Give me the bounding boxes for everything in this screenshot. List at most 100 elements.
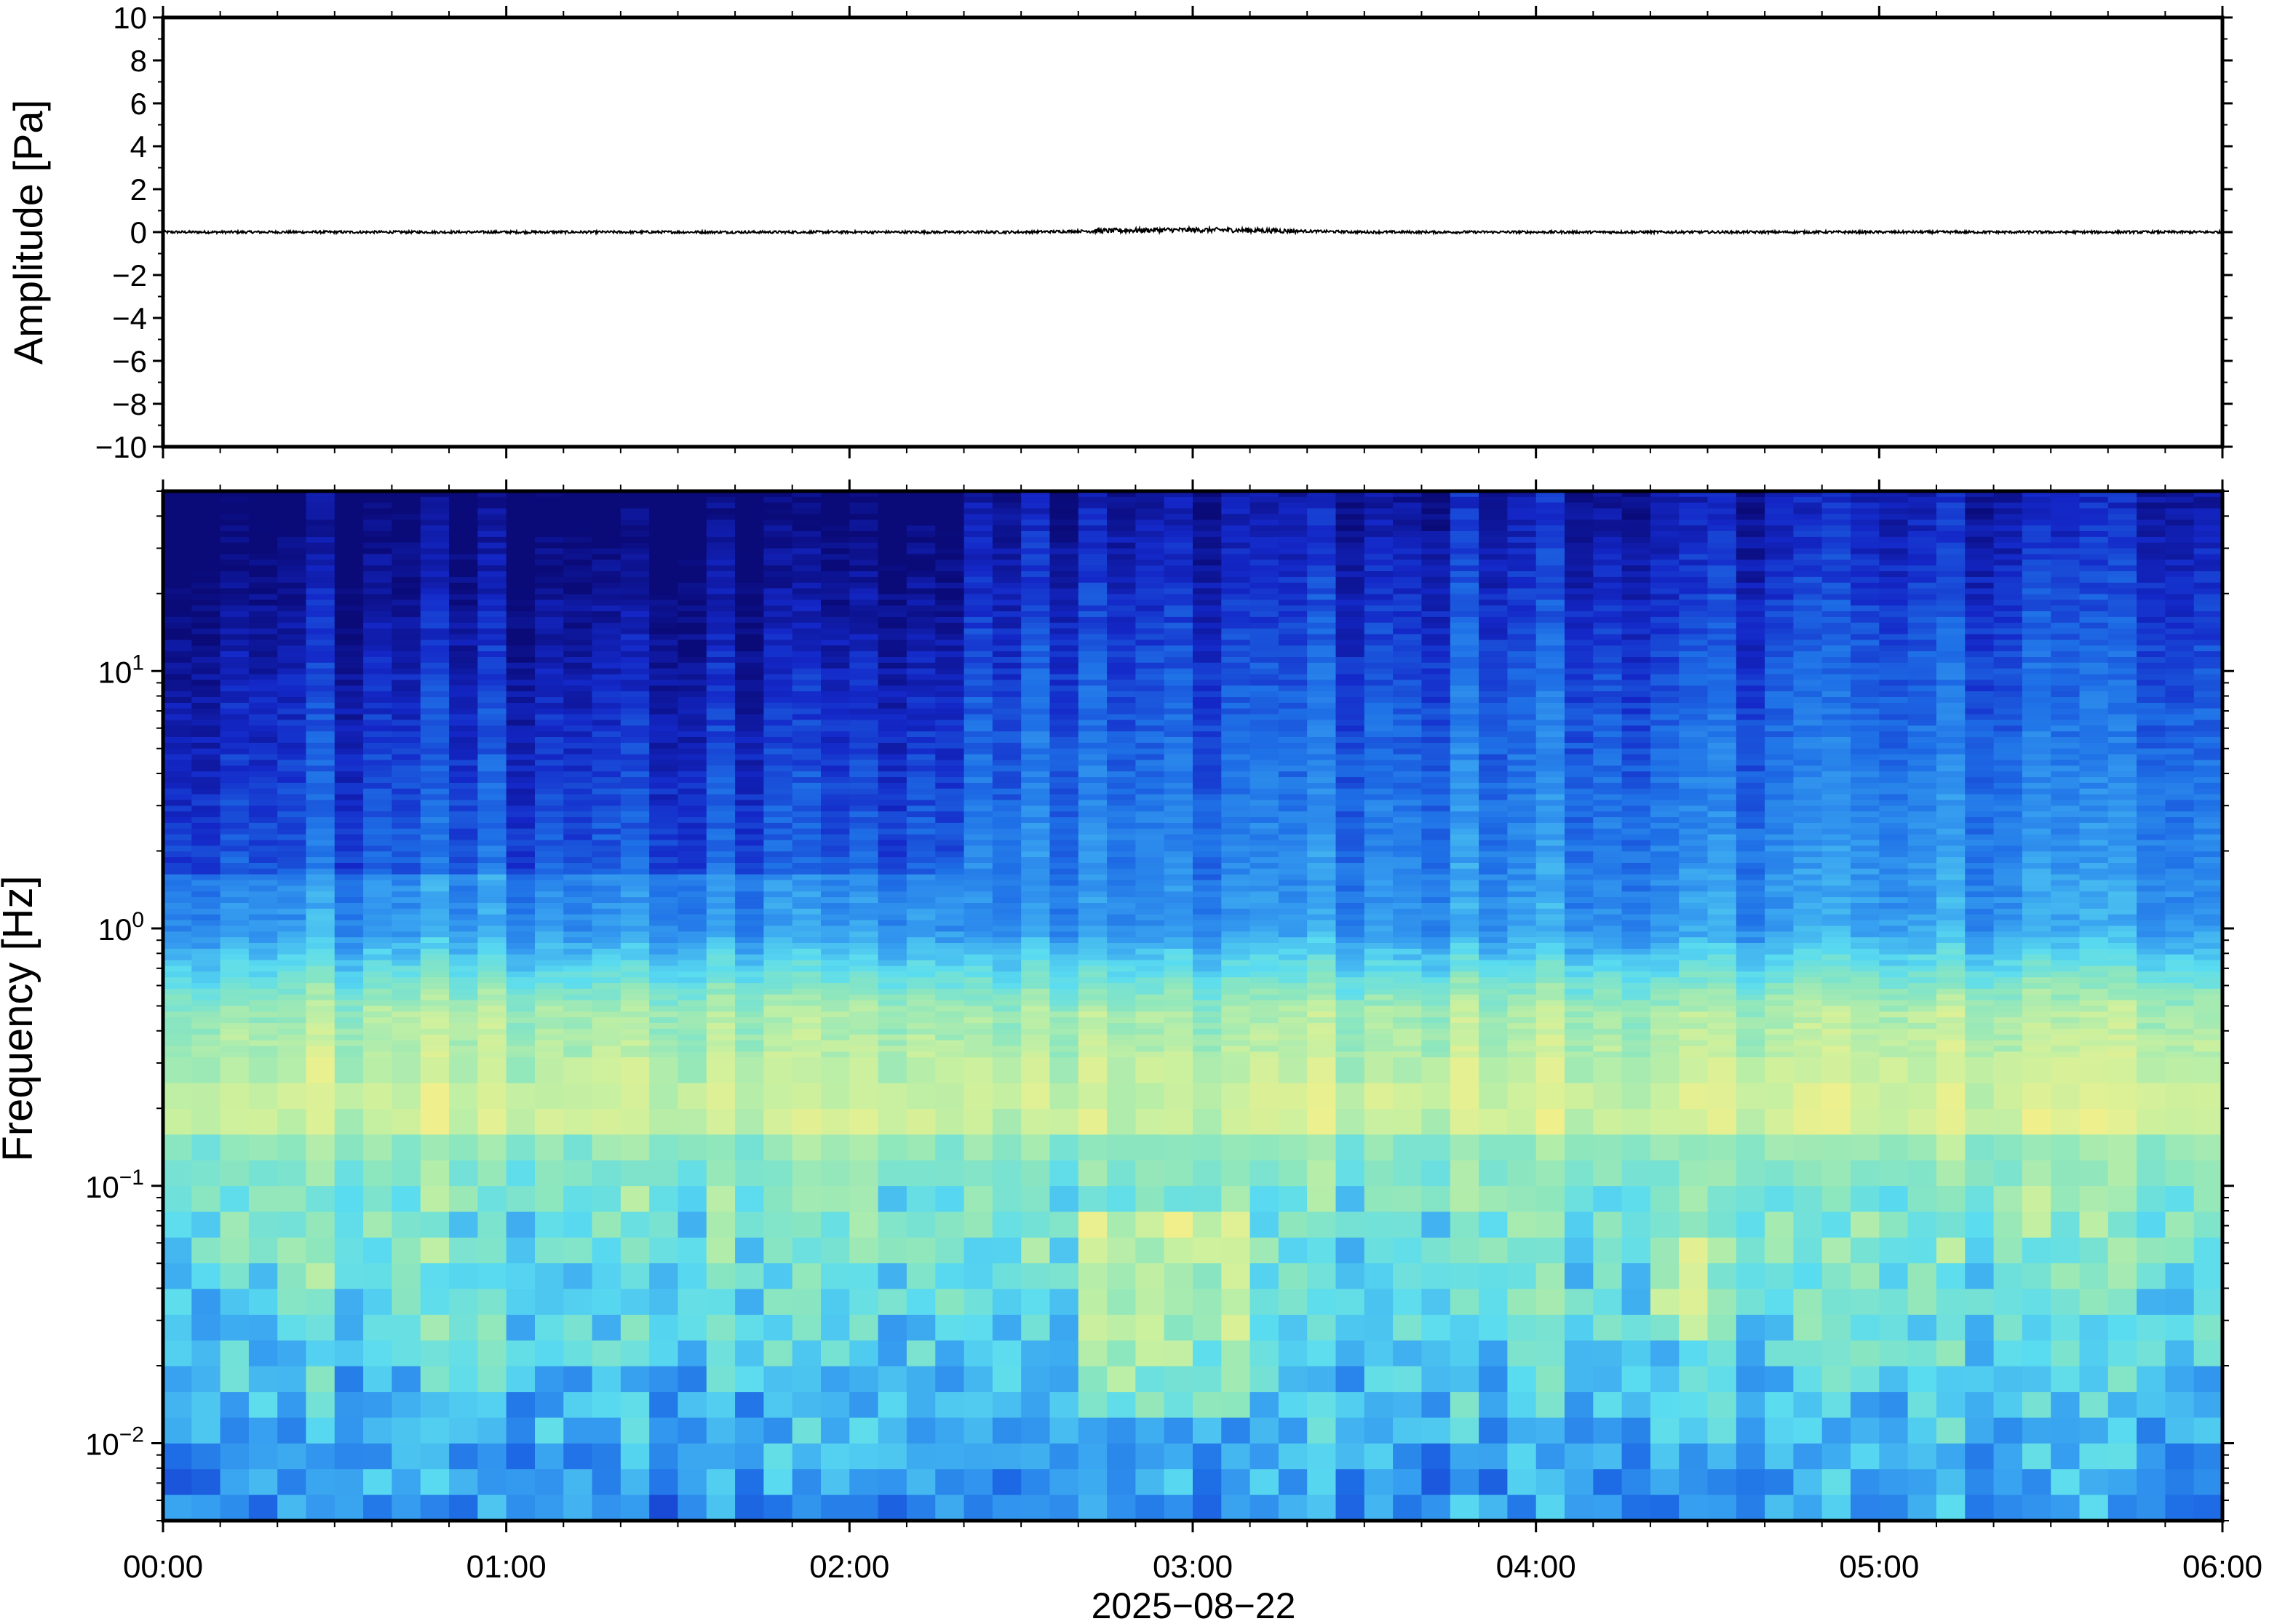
- spectrogram-cell: [620, 994, 650, 1001]
- spectrogram-cell: [392, 868, 421, 875]
- spectrogram-cell: [420, 760, 450, 767]
- spectrogram-cell: [1335, 588, 1365, 595]
- spectrogram-cell: [735, 1023, 765, 1030]
- spectrogram-cell: [477, 536, 507, 544]
- spectrogram-cell: [620, 800, 650, 807]
- spectrogram-cell: [1021, 560, 1051, 566]
- spectrogram-cell: [477, 645, 507, 652]
- spectrogram-cell: [191, 920, 221, 927]
- spectrogram-cell: [449, 542, 479, 549]
- spectrogram-cell: [506, 1134, 536, 1161]
- spectrogram-cell: [592, 531, 621, 538]
- spectrogram-cell: [992, 702, 1022, 709]
- spectrogram-cell: [535, 600, 565, 607]
- spectrogram-cell: [449, 508, 479, 515]
- spectrogram-cell: [1164, 1521, 1193, 1547]
- spectrogram-cell: [420, 1417, 450, 1444]
- spectrogram-cell: [1249, 800, 1279, 807]
- spectrogram-cell: [248, 508, 278, 515]
- spectrogram-cell: [563, 1028, 593, 1035]
- spectrogram-cell: [248, 1340, 278, 1367]
- spectrogram-cell: [878, 702, 907, 709]
- spectrogram-cell: [420, 680, 450, 687]
- spectrogram-cell: [1021, 1017, 1051, 1024]
- spectrogram-cell: [420, 531, 450, 538]
- spectrogram-cell: [1335, 554, 1365, 561]
- spectrogram-cell: [191, 708, 221, 715]
- spectrogram-cell: [563, 697, 593, 704]
- spectrogram-cell: [277, 1211, 307, 1238]
- spectrogram-cell: [735, 948, 765, 955]
- spectrogram-cell: [363, 1494, 393, 1521]
- spectrogram-cell: [849, 845, 879, 853]
- spectrogram-cell: [334, 691, 364, 698]
- spectrogram-cell: [1249, 754, 1279, 761]
- spectrogram-cell: [878, 1521, 907, 1547]
- spectrogram-cell: [963, 1046, 993, 1053]
- spectrogram-cell: [1107, 1006, 1137, 1013]
- spectrogram-cell: [506, 1040, 536, 1047]
- spectrogram-cell: [792, 874, 822, 881]
- spectrogram-cell: [277, 514, 307, 521]
- spectrogram-cell: [1021, 1340, 1051, 1367]
- spectrogram-cell: [563, 514, 593, 521]
- spectrogram-cell: [191, 737, 221, 744]
- spectrogram-cell: [1049, 891, 1079, 898]
- spectrogram-cell: [220, 908, 250, 915]
- spectrogram-cell: [420, 863, 450, 869]
- spectrogram-cell: [1164, 1366, 1193, 1393]
- spectrogram-cell: [1164, 903, 1193, 909]
- spectrogram-cell: [220, 1040, 250, 1047]
- spectrogram-cell: [1021, 834, 1051, 841]
- spectrogram-cell: [220, 1083, 250, 1110]
- spectrogram-cell: [1135, 531, 1165, 538]
- spectrogram-cell: [449, 931, 479, 938]
- spectrogram-cell: [1049, 931, 1079, 938]
- spectrogram-cell: [334, 514, 364, 521]
- spectrogram-cell: [1278, 834, 1308, 841]
- spectrogram-cell: [763, 931, 793, 938]
- spectrogram-cell: [363, 857, 393, 864]
- spectrogram-cell: [363, 840, 393, 847]
- spectrogram-cell: [992, 1034, 1022, 1041]
- spectrogram-cell: [1193, 531, 1223, 538]
- spectrogram-cell: [1078, 508, 1108, 515]
- spectrogram-cell: [277, 628, 307, 635]
- spectrogram-cell: [935, 520, 965, 526]
- spectrogram-cell: [935, 668, 965, 675]
- spectrogram-cell: [1249, 885, 1279, 893]
- spectrogram-cell: [592, 560, 621, 566]
- spectrogram-cell: [935, 662, 965, 669]
- spectrogram-cell: [477, 1289, 507, 1315]
- spectrogram-cell: [248, 536, 278, 544]
- spectrogram-cell: [821, 851, 851, 858]
- spectrogram-cell: [706, 508, 736, 515]
- spectrogram-cell: [334, 817, 364, 824]
- spectrogram-cell: [963, 800, 993, 807]
- spectrogram-cell: [706, 542, 736, 549]
- spectrogram-cell: [191, 1417, 221, 1444]
- spectrogram-cell: [563, 977, 593, 984]
- spectrogram-cell: [449, 977, 479, 984]
- spectrogram-cell: [677, 622, 707, 629]
- spectrogram-cell: [735, 731, 765, 738]
- spectrogram-cell: [191, 1109, 221, 1136]
- spectrogram-cell: [163, 1023, 193, 1030]
- spectrogram-cell: [1249, 576, 1279, 584]
- spectrogram-cell: [420, 554, 450, 561]
- spectrogram-cell: [821, 628, 851, 635]
- spectrogram-cell: [277, 1417, 307, 1444]
- spectrogram-cell: [1193, 1017, 1223, 1024]
- spectrogram-cell: [1307, 760, 1337, 767]
- spectrogram-cell: [1249, 834, 1279, 841]
- spectrogram-cell: [1249, 805, 1279, 813]
- spectrogram-cell: [963, 782, 993, 789]
- spectrogram-cell: [792, 1211, 822, 1238]
- spectrogram-cell: [477, 908, 507, 915]
- spectrogram-cell: [992, 977, 1022, 984]
- spectrogram-cell: [1021, 1160, 1051, 1187]
- spectrogram-cell: [935, 1006, 965, 1013]
- spectrogram-cell: [763, 725, 793, 732]
- spectrogram-cell: [535, 611, 565, 618]
- spectrogram-cell: [878, 1494, 907, 1521]
